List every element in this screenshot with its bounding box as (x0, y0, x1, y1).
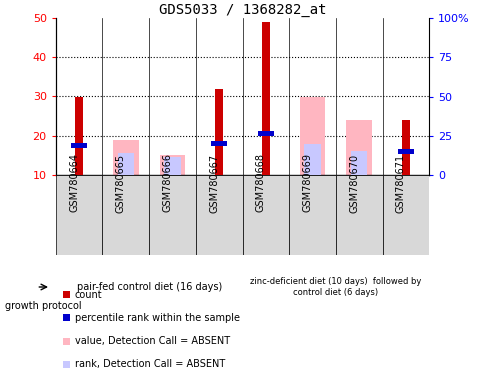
Bar (211, 141, 227, 146)
Bar (350, 151, 366, 175)
Text: value, Detection Call = ABSENT: value, Detection Call = ABSENT (75, 336, 229, 346)
Bar (63, 338, 70, 344)
Text: GSM780666: GSM780666 (162, 154, 172, 212)
Text: pair-fed control diet (16 days): pair-fed control diet (16 days) (76, 282, 221, 292)
Title: GDS5033 / 1368282_at: GDS5033 / 1368282_at (158, 3, 326, 17)
Bar (75, 96, 83, 175)
Bar (288, 175, 335, 255)
Bar (63, 314, 70, 321)
Text: GSM780667: GSM780667 (209, 154, 219, 213)
Bar (102, 175, 149, 255)
Bar (401, 120, 409, 175)
Bar (346, 120, 371, 175)
Bar (261, 22, 270, 175)
Text: rank, Detection Call = ABSENT: rank, Detection Call = ABSENT (75, 359, 225, 369)
Bar (63, 361, 70, 368)
Text: GSM780668: GSM780668 (256, 154, 265, 212)
Bar (335, 175, 382, 255)
Text: GSM780670: GSM780670 (348, 154, 359, 213)
Bar (397, 149, 413, 154)
Text: growth protocol: growth protocol (5, 301, 81, 311)
Text: GSM780671: GSM780671 (395, 154, 405, 213)
Bar (214, 89, 223, 175)
Text: zinc-deficient diet (10 days)  followed by
control diet (6 days): zinc-deficient diet (10 days) followed b… (250, 277, 421, 297)
Text: GSM780664: GSM780664 (69, 154, 79, 212)
Bar (304, 144, 320, 175)
Bar (56, 175, 102, 255)
Bar (242, 175, 288, 255)
Bar (257, 131, 273, 136)
Bar (71, 143, 87, 148)
Bar (196, 175, 242, 255)
Text: count: count (75, 290, 103, 300)
Text: GSM780669: GSM780669 (302, 154, 312, 212)
Bar (113, 140, 138, 175)
Bar (382, 175, 428, 255)
Bar (299, 96, 325, 175)
Text: percentile rank within the sample: percentile rank within the sample (75, 313, 240, 323)
Bar (159, 156, 185, 175)
Bar (164, 157, 180, 175)
Bar (63, 291, 70, 298)
Bar (149, 175, 196, 255)
Bar (118, 154, 134, 175)
Text: GSM780665: GSM780665 (116, 154, 125, 213)
